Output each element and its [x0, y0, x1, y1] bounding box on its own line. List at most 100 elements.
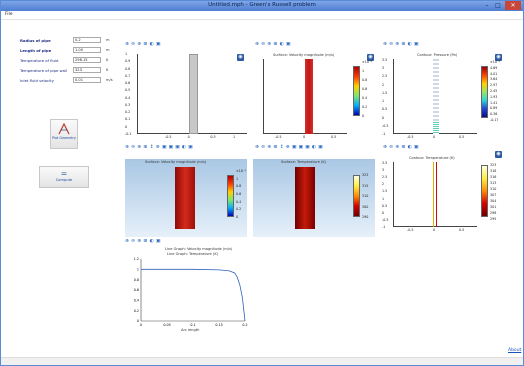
input-unit: K [106, 68, 109, 72]
plot-toolbar[interactable]: ⊕ ⊖ ⊕ ⊞ ◐ ▣ [125, 239, 161, 244]
status-bar [1, 357, 523, 365]
tick-label: 315 [362, 183, 369, 188]
tick-label: 1.5 [382, 90, 388, 95]
plot-axes [393, 162, 477, 227]
contour-temperature-panel: ⊕ ⊖ ⊕ ⊞ ◐ ▣ Contour: Temperature (K) ◉ 3… [381, 145, 507, 237]
tick-label: -1 [382, 225, 386, 229]
radius-input[interactable]: 0.2 [73, 37, 101, 43]
tick-label: 0.5 [125, 88, 131, 93]
tick-label: ×10⁻³ [236, 169, 247, 173]
compute-label: Compute [55, 178, 73, 182]
plot-title: Contour: Pressure (Pa) [417, 53, 458, 57]
input-unit: K [106, 58, 109, 62]
tick-label: 304 [490, 199, 497, 203]
y-tick-label: 0 [137, 319, 139, 323]
compute-button[interactable]: = Compute [39, 166, 89, 188]
geometry-plot-panel: ⊕ ⊖ ⊕ ⊞ ◐ ▣ ◉ 1 0.9 0.8 0.7 0.6 0.5 0.4 0.3 0.2 0… [123, 42, 251, 142]
input-label: Length of pipe [20, 48, 52, 53]
tick-label: 0 [382, 210, 385, 215]
color-legend [481, 66, 488, 118]
camera-icon[interactable]: ◉ [367, 54, 374, 61]
tick-label: 0.1 [125, 117, 131, 122]
temperature-contours [433, 162, 437, 227]
tick-label: -0.5 [407, 135, 414, 139]
tick-label: 4.69 [490, 65, 498, 70]
tick-label: -0.5 [382, 123, 389, 128]
pressure-contours-low [433, 122, 439, 134]
tick-label: 0.5 [210, 135, 216, 139]
plot-toolbar[interactable]: ⊕ ⊖ ⊕ ⊞ ◐ ▣ [255, 42, 291, 47]
tick-label: 1 [125, 52, 128, 56]
tick-label: 0.2 [362, 105, 368, 109]
plot-toolbar[interactable]: ⊕ ⊖ ⊕ ⊞ ◐ ▣ [383, 42, 419, 47]
tick-label: 0.5 [382, 203, 388, 208]
geometry-icon [58, 122, 70, 135]
tick-label: 0 [303, 135, 306, 139]
y-tick-label: 0.6 [134, 288, 139, 292]
tick-label: 0 [187, 135, 190, 139]
pipe-surface [175, 167, 195, 229]
tick-label: 0.2 [125, 110, 131, 115]
tick-label: 3 [382, 168, 385, 173]
plot-subtitle: Line Graph: Temperature (K) [167, 252, 219, 256]
wall-temp-input[interactable]: 323 [73, 67, 101, 73]
tick-label: 1.41 [490, 100, 498, 105]
tick-label: 316 [490, 175, 497, 179]
tick-label: 323 [362, 173, 369, 177]
equals-icon: = [60, 169, 68, 178]
close-button[interactable]: ✕ [505, 1, 521, 10]
line-chart-axes [140, 259, 245, 322]
tick-label: 0 [125, 124, 128, 129]
tick-label: 3.5 [382, 161, 388, 165]
input-label: Radius of pipe [20, 38, 51, 43]
plot-geometry-label: Plot Geometry [52, 136, 76, 140]
tick-label: 295 [490, 217, 497, 221]
tick-label: 301 [490, 205, 497, 209]
tick-label: 310 [362, 194, 369, 198]
tick-label: 0.36 [490, 112, 498, 117]
tick-label: 2.5 [382, 74, 388, 79]
x-axis-label: Arc length [181, 328, 200, 332]
y-tick-label: 1.2 [134, 257, 139, 261]
plot-toolbar[interactable]: ⊕ ⊖ ⊕ ⊞ ◐ ▣ [383, 145, 419, 150]
plot-toolbar[interactable]: ⊕ ⊖ ⊕ ⊞ ◐ ▣ [125, 42, 161, 47]
tick-label: 0 [382, 115, 385, 120]
maximize-button[interactable]: □ [495, 2, 501, 9]
tick-label: 0 [433, 135, 436, 139]
length-input[interactable]: 1.00 [73, 47, 101, 53]
plot-geometry-button[interactable]: Plot Geometry [50, 119, 78, 149]
camera-icon[interactable]: ◉ [495, 151, 502, 158]
minimize-button[interactable]: – [485, 2, 489, 9]
tick-label: -0.5 [275, 135, 282, 139]
fluid-temp-input[interactable]: 298.15 [73, 57, 101, 63]
y-tick-label: 0.2 [134, 309, 139, 313]
plot-toolbar[interactable]: ⊕ ⊖ ⊕ ⊞ ↕ ⊕ ▣ ▣ ▣ ◐ ▣ [255, 145, 323, 150]
tick-label: 0.3 [125, 102, 131, 107]
plot-title: Line Graph: Velocity magnitude (m/s) [165, 247, 233, 251]
tick-label: -0.5 [382, 217, 389, 222]
about-link[interactable]: About [508, 348, 522, 353]
velocity-input[interactable]: 0.01 [73, 77, 101, 83]
pressure-contours [433, 59, 439, 134]
line-chart: 1.2 1 0.8 0.6 0.4 0.2 00 0.05 0.1 0.15 0.2 [134, 257, 248, 327]
menu-file[interactable]: File [5, 12, 13, 17]
pipe-geometry [189, 54, 198, 134]
tick-label: 0.7 [125, 73, 131, 78]
tick-label: 3 [382, 66, 385, 71]
camera-icon[interactable]: ◉ [237, 54, 244, 61]
menu-bar: File [1, 11, 523, 20]
y-tick-label: 1 [137, 268, 139, 272]
tick-label: 1 [236, 176, 239, 181]
plot-title: Contour: Temperature (K) [409, 156, 455, 160]
tick-label: -0.5 [165, 135, 172, 139]
tick-label: 290 [362, 215, 369, 219]
tick-label: 4.01 [490, 71, 498, 76]
camera-icon[interactable]: ◉ [495, 54, 502, 61]
tick-label: 1 [233, 135, 236, 139]
input-label: Temperature of pipe wall [20, 68, 68, 73]
tick-label: 0 [433, 228, 436, 232]
tick-label: 0.6 [125, 81, 131, 86]
plot-toolbar[interactable]: ⊕ ⊖ ⊕ ⊞ ↕ ⊕ ▣ ▣ ▣ ◐ ▣ [125, 145, 193, 150]
tick-label: -1 [382, 132, 386, 136]
tick-label: 0.5 [331, 135, 337, 139]
